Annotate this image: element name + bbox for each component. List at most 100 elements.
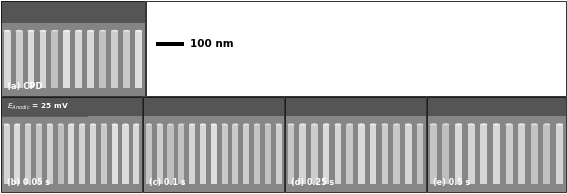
Ellipse shape [393, 123, 400, 126]
Ellipse shape [5, 124, 9, 125]
Ellipse shape [324, 124, 328, 125]
Ellipse shape [64, 30, 70, 32]
Ellipse shape [418, 124, 422, 125]
Ellipse shape [323, 123, 329, 126]
Bar [143, 97, 284, 116]
Bar [543, 125, 551, 184]
Ellipse shape [53, 30, 57, 31]
Ellipse shape [190, 124, 194, 125]
Bar [370, 125, 376, 184]
Ellipse shape [359, 124, 363, 125]
Ellipse shape [101, 124, 107, 126]
Ellipse shape [134, 124, 138, 125]
Bar [25, 125, 31, 184]
Bar [146, 1, 566, 96]
Ellipse shape [91, 124, 95, 125]
Bar [36, 125, 42, 184]
Text: (e) 0.5 s: (e) 0.5 s [433, 178, 469, 187]
Bar [75, 31, 82, 88]
Ellipse shape [17, 30, 22, 31]
Ellipse shape [545, 124, 549, 125]
Bar [427, 97, 566, 192]
Ellipse shape [358, 123, 365, 126]
Bar [167, 125, 174, 184]
Ellipse shape [88, 30, 93, 31]
Bar [468, 125, 475, 184]
Ellipse shape [455, 123, 462, 126]
Ellipse shape [456, 124, 461, 125]
Bar [122, 125, 129, 184]
Ellipse shape [112, 30, 117, 31]
Bar [143, 97, 284, 192]
Ellipse shape [494, 124, 499, 125]
Bar [99, 31, 106, 88]
Bar [64, 31, 70, 88]
Ellipse shape [5, 30, 10, 31]
Bar [101, 125, 107, 184]
Bar [47, 125, 53, 184]
Bar [1, 1, 145, 23]
Ellipse shape [210, 124, 217, 126]
Ellipse shape [312, 124, 316, 125]
Bar [480, 125, 487, 184]
Ellipse shape [557, 124, 562, 125]
Ellipse shape [223, 124, 227, 125]
Ellipse shape [299, 123, 306, 126]
Bar [442, 125, 450, 184]
Bar [323, 125, 329, 184]
Ellipse shape [519, 124, 524, 125]
Ellipse shape [133, 124, 139, 126]
Ellipse shape [382, 123, 388, 126]
Ellipse shape [75, 30, 82, 32]
Ellipse shape [370, 123, 376, 126]
Ellipse shape [431, 124, 435, 125]
Ellipse shape [532, 124, 536, 125]
Ellipse shape [255, 124, 259, 125]
Ellipse shape [276, 124, 282, 126]
Ellipse shape [531, 123, 538, 126]
Ellipse shape [405, 123, 412, 126]
Ellipse shape [346, 123, 353, 126]
Ellipse shape [112, 124, 118, 126]
Ellipse shape [37, 124, 41, 125]
Ellipse shape [543, 123, 551, 126]
Bar [417, 125, 423, 184]
Ellipse shape [81, 124, 84, 125]
Ellipse shape [48, 124, 52, 125]
Ellipse shape [39, 30, 46, 32]
Text: (a) CPD: (a) CPD [7, 82, 43, 91]
Ellipse shape [46, 124, 53, 126]
Bar [243, 125, 249, 184]
Ellipse shape [265, 124, 271, 126]
Bar [254, 125, 260, 184]
Ellipse shape [3, 124, 10, 126]
Ellipse shape [505, 123, 513, 126]
Ellipse shape [65, 30, 69, 31]
Bar [346, 125, 353, 184]
Bar [531, 125, 538, 184]
Bar [87, 31, 94, 88]
Ellipse shape [36, 124, 42, 126]
Bar [1, 1, 145, 96]
Ellipse shape [90, 124, 96, 126]
Ellipse shape [146, 124, 152, 126]
Bar [3, 31, 11, 88]
Ellipse shape [14, 124, 20, 126]
Ellipse shape [200, 124, 206, 126]
Ellipse shape [51, 30, 58, 32]
Bar [276, 125, 282, 184]
Bar [393, 125, 400, 184]
Bar [493, 125, 500, 184]
Bar [79, 125, 85, 184]
Ellipse shape [311, 123, 318, 126]
Bar [430, 125, 437, 184]
Ellipse shape [556, 123, 563, 126]
Bar [335, 125, 341, 184]
Bar [311, 125, 318, 184]
Ellipse shape [136, 30, 141, 31]
Bar [506, 125, 513, 184]
Bar [1, 97, 142, 192]
Ellipse shape [201, 124, 205, 125]
Bar [358, 125, 365, 184]
Ellipse shape [123, 30, 130, 32]
